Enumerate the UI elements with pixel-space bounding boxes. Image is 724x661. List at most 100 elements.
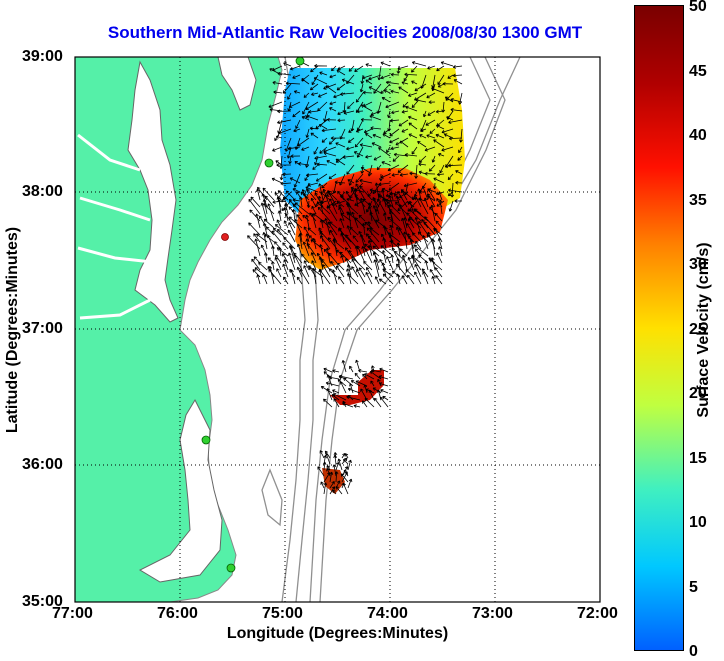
velocity-arrow bbox=[418, 197, 429, 215]
velocity-arrow bbox=[381, 97, 391, 103]
velocity-arrow bbox=[455, 180, 463, 185]
velocity-arrow bbox=[411, 80, 418, 85]
y-tick-label: 39:00 bbox=[22, 48, 63, 65]
velocity-arrow bbox=[432, 182, 437, 190]
velocity-arrow bbox=[391, 247, 401, 264]
velocity-arrow bbox=[254, 238, 261, 257]
velocity-arrow bbox=[362, 90, 373, 95]
velocity-arrow bbox=[407, 256, 415, 271]
velocity-arrow bbox=[293, 173, 301, 188]
velocity-arrow bbox=[346, 264, 352, 278]
grid-lines bbox=[75, 57, 600, 602]
radar-stations bbox=[201, 57, 305, 573]
velocity-arrow bbox=[268, 269, 282, 285]
velocity-arrow bbox=[355, 92, 364, 103]
velocity-arrow bbox=[292, 74, 301, 79]
velocity-arrow bbox=[271, 261, 275, 271]
velocity-arrow bbox=[382, 212, 387, 222]
velocity-arrow bbox=[393, 152, 409, 157]
velocity-arrow bbox=[369, 114, 382, 121]
velocity-arrow bbox=[383, 89, 391, 94]
velocity-arrow bbox=[255, 213, 261, 229]
y-tick-label: 36:00 bbox=[22, 456, 63, 473]
velocity-arrow bbox=[427, 65, 436, 70]
velocity-arrow bbox=[275, 160, 283, 166]
velocity-arrow bbox=[293, 90, 301, 94]
velocity-arrow bbox=[359, 234, 366, 250]
velocity-arrow bbox=[437, 83, 445, 88]
velocity-arrow bbox=[282, 83, 292, 94]
velocity-arrow bbox=[372, 387, 382, 394]
x-tick-label: 75:00 bbox=[262, 605, 303, 622]
velocity-arrow bbox=[414, 248, 422, 257]
velocity-arrow bbox=[442, 81, 454, 86]
velocity-arrow bbox=[364, 248, 373, 264]
velocity-arrow bbox=[423, 221, 436, 236]
velocity-arrow bbox=[361, 246, 366, 257]
velocity-arrow bbox=[256, 274, 261, 285]
velocity-arrow bbox=[293, 252, 303, 264]
velocity-arrow bbox=[415, 240, 422, 250]
velocity-arrow bbox=[390, 254, 395, 264]
velocity-arrow bbox=[358, 214, 366, 222]
velocity-arrow bbox=[320, 386, 333, 394]
velocity-arrow bbox=[433, 139, 445, 148]
velocity-arrow bbox=[417, 141, 427, 148]
plot-frame bbox=[74, 56, 601, 603]
velocity-arrow bbox=[312, 164, 319, 170]
velocity-arrow bbox=[418, 220, 429, 236]
velocity-arrow bbox=[366, 233, 373, 243]
velocity-arrow bbox=[356, 146, 364, 158]
velocity-arrow bbox=[328, 375, 340, 380]
velocity-arrow bbox=[448, 119, 463, 124]
velocity-arrow bbox=[427, 188, 436, 201]
velocity-arrow bbox=[292, 110, 301, 118]
velocity-arrow bbox=[273, 90, 283, 95]
station-marker bbox=[226, 563, 236, 573]
velocity-arrow bbox=[262, 199, 268, 215]
velocity-arrow bbox=[373, 155, 382, 161]
velocity-arrow bbox=[282, 253, 289, 264]
velocity-arrow bbox=[317, 92, 328, 98]
velocity-arrow bbox=[319, 71, 328, 76]
velocity-arrow bbox=[311, 213, 317, 229]
velocity-arrow bbox=[390, 146, 400, 151]
velocity-arrow bbox=[380, 245, 394, 257]
colorbar bbox=[634, 5, 684, 651]
velocity-arrow bbox=[262, 187, 275, 201]
velocity-arrow bbox=[298, 161, 310, 166]
velocity-arrow bbox=[426, 92, 436, 99]
velocity-arrow bbox=[378, 278, 387, 285]
velocity-arrow bbox=[272, 227, 282, 236]
velocity-arrow bbox=[319, 146, 328, 154]
velocity-arrow bbox=[326, 388, 333, 401]
velocity-arrow bbox=[348, 173, 355, 186]
southern-patch bbox=[322, 468, 345, 494]
velocity-arrow bbox=[365, 155, 373, 159]
velocity-arrow bbox=[437, 152, 445, 157]
velocity-arrow bbox=[399, 140, 409, 148]
velocity-arrow bbox=[296, 214, 303, 222]
velocity-arrow bbox=[287, 92, 292, 100]
velocity-arrow bbox=[293, 128, 301, 133]
velocity-arrow bbox=[268, 265, 275, 285]
velocity-arrow bbox=[272, 146, 283, 152]
velocity-arrow bbox=[368, 389, 375, 401]
velocity-arrow bbox=[364, 243, 380, 257]
velocity-arrow bbox=[331, 269, 338, 285]
velocity-arrow bbox=[329, 107, 337, 112]
velocity-arrow bbox=[298, 233, 303, 250]
velocity-arrow bbox=[340, 473, 349, 483]
velocity-arrow bbox=[318, 124, 328, 130]
velocity-arrow bbox=[458, 92, 463, 105]
velocity-arrow bbox=[379, 367, 389, 373]
velocity-arrow bbox=[289, 65, 301, 71]
velocity-arrow bbox=[347, 212, 352, 229]
velocity-arrow bbox=[411, 65, 418, 73]
colorbar-tick: 20 bbox=[689, 385, 707, 402]
velocity-arrow bbox=[349, 383, 354, 394]
velocity-arrow bbox=[272, 80, 283, 85]
velocity-arrow bbox=[320, 235, 331, 250]
velocity-arrow bbox=[281, 191, 292, 203]
velocity-arrow bbox=[428, 257, 436, 264]
